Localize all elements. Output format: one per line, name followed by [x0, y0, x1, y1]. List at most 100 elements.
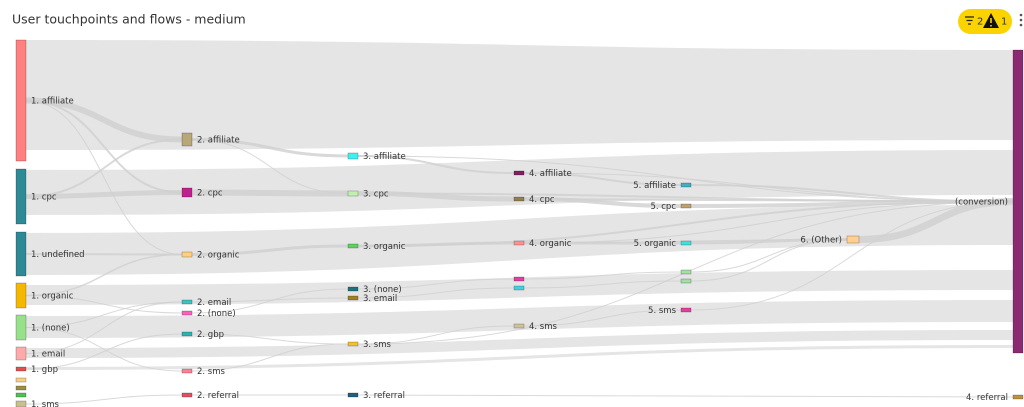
node-label: 2. sms — [197, 367, 226, 377]
filter-icon — [965, 16, 974, 25]
sankey-node — [347, 243, 359, 249]
sankey-node — [347, 341, 359, 347]
sankey-node — [181, 331, 193, 337]
node-label: 1. sms — [31, 400, 60, 407]
node-label: 2. cpc — [197, 189, 223, 199]
node-label: 1. (none) — [31, 324, 70, 334]
node-label: 3. email — [363, 294, 397, 304]
flows — [25, 40, 1014, 405]
sankey-node — [513, 170, 525, 176]
node-label: 3. sms — [363, 340, 392, 350]
sankey-node — [1012, 394, 1024, 400]
flow-link — [357, 155, 515, 174]
flow-link — [25, 301, 183, 354]
sankey-node — [680, 203, 692, 209]
nodes: 1. affiliate 1. cpc 1. undefined 1. organic… — [15, 39, 1024, 407]
filter-count: 2 — [977, 17, 983, 28]
flow-link — [25, 138, 183, 198]
flow-band — [26, 40, 1013, 150]
sankey-node — [15, 39, 27, 162]
node-label: 3. cpc — [363, 190, 389, 200]
sankey-node — [513, 196, 525, 202]
warning-count: 1 — [1001, 17, 1007, 28]
node-label: 5. cpc — [650, 202, 676, 212]
sankey-node — [15, 400, 27, 407]
node-label: 3. (none) — [363, 285, 402, 295]
sankey-node — [680, 182, 692, 188]
flow-link — [690, 199, 1014, 208]
sankey-node — [347, 392, 359, 398]
sankey-node — [181, 251, 193, 258]
sankey-node — [347, 152, 359, 160]
sankey-node — [680, 269, 692, 275]
flow-link — [25, 394, 183, 405]
flow-link — [191, 343, 349, 372]
node-label: 2. referral — [197, 391, 239, 401]
node-label: 2. email — [197, 298, 231, 308]
sankey-node — [181, 310, 193, 316]
node-label: 1. organic — [31, 292, 74, 302]
sankey-node — [15, 282, 27, 309]
flow-link — [191, 189, 349, 197]
flow-band — [26, 150, 1013, 215]
node-label: 4. affiliate — [529, 169, 572, 179]
node-label: 1. affiliate — [31, 97, 74, 107]
flow-link — [523, 271, 682, 280]
card-title: User touchpoints and flows - medium — [12, 12, 246, 27]
node-label: 1. email — [31, 350, 65, 360]
sankey-node — [680, 240, 692, 246]
node-label: 5. sms — [648, 306, 677, 316]
flow-link — [191, 244, 349, 256]
sankey-node — [347, 286, 359, 292]
flow-link — [25, 295, 183, 314]
flow-link — [191, 138, 349, 158]
flow-link — [25, 100, 183, 255]
flow-link — [25, 301, 183, 328]
node-label: 4. sms — [529, 322, 558, 332]
sankey-node — [15, 314, 27, 341]
node-label: 6. (Other) — [800, 236, 842, 246]
flow-band — [26, 345, 1013, 370]
node-label: 3. organic — [363, 242, 406, 252]
node-label: 5. affiliate — [633, 181, 676, 191]
flow-link — [25, 190, 183, 199]
node-label: 2. (none) — [197, 309, 236, 319]
sankey-node — [181, 299, 193, 305]
flow-band — [26, 330, 1013, 358]
sankey-node — [181, 392, 193, 398]
flow-link — [191, 288, 349, 314]
node-label: 2. gbp — [197, 330, 224, 340]
flow-link — [523, 280, 682, 289]
flow-link — [191, 139, 349, 194]
sankey-node — [15, 392, 27, 398]
flow-link — [25, 333, 183, 370]
flow-link — [25, 253, 183, 297]
sankey-node — [347, 190, 359, 197]
sankey-node — [15, 168, 27, 225]
menu-icon[interactable] — [1019, 13, 1023, 27]
sankey-node — [347, 295, 359, 301]
sankey-node — [680, 278, 692, 284]
node-label: 4. organic — [529, 239, 572, 249]
sankey-node — [181, 132, 193, 147]
sankey-node — [513, 276, 525, 282]
sankey-node — [513, 285, 525, 291]
sankey-node — [181, 187, 193, 198]
sankey-node — [513, 323, 525, 329]
flow-link — [25, 327, 183, 372]
sankey-node — [15, 231, 27, 277]
node-label: 1. cpc — [31, 193, 57, 203]
node-label: 3. affiliate — [363, 152, 406, 162]
node-label: 2. organic — [197, 251, 240, 261]
node-label: 1. gbp — [31, 365, 58, 375]
node-label: 4. referral — [966, 393, 1008, 403]
sankey-node — [15, 346, 27, 361]
status-badge[interactable]: 2 1 — [958, 9, 1012, 34]
sankey-node — [680, 307, 692, 313]
node-label: (conversion) — [955, 198, 1008, 208]
sankey-node — [15, 377, 27, 383]
flow-link — [858, 198, 1014, 243]
sankey-node — [1012, 49, 1024, 354]
node-label: 5. organic — [634, 239, 677, 249]
flow-link — [523, 309, 682, 327]
